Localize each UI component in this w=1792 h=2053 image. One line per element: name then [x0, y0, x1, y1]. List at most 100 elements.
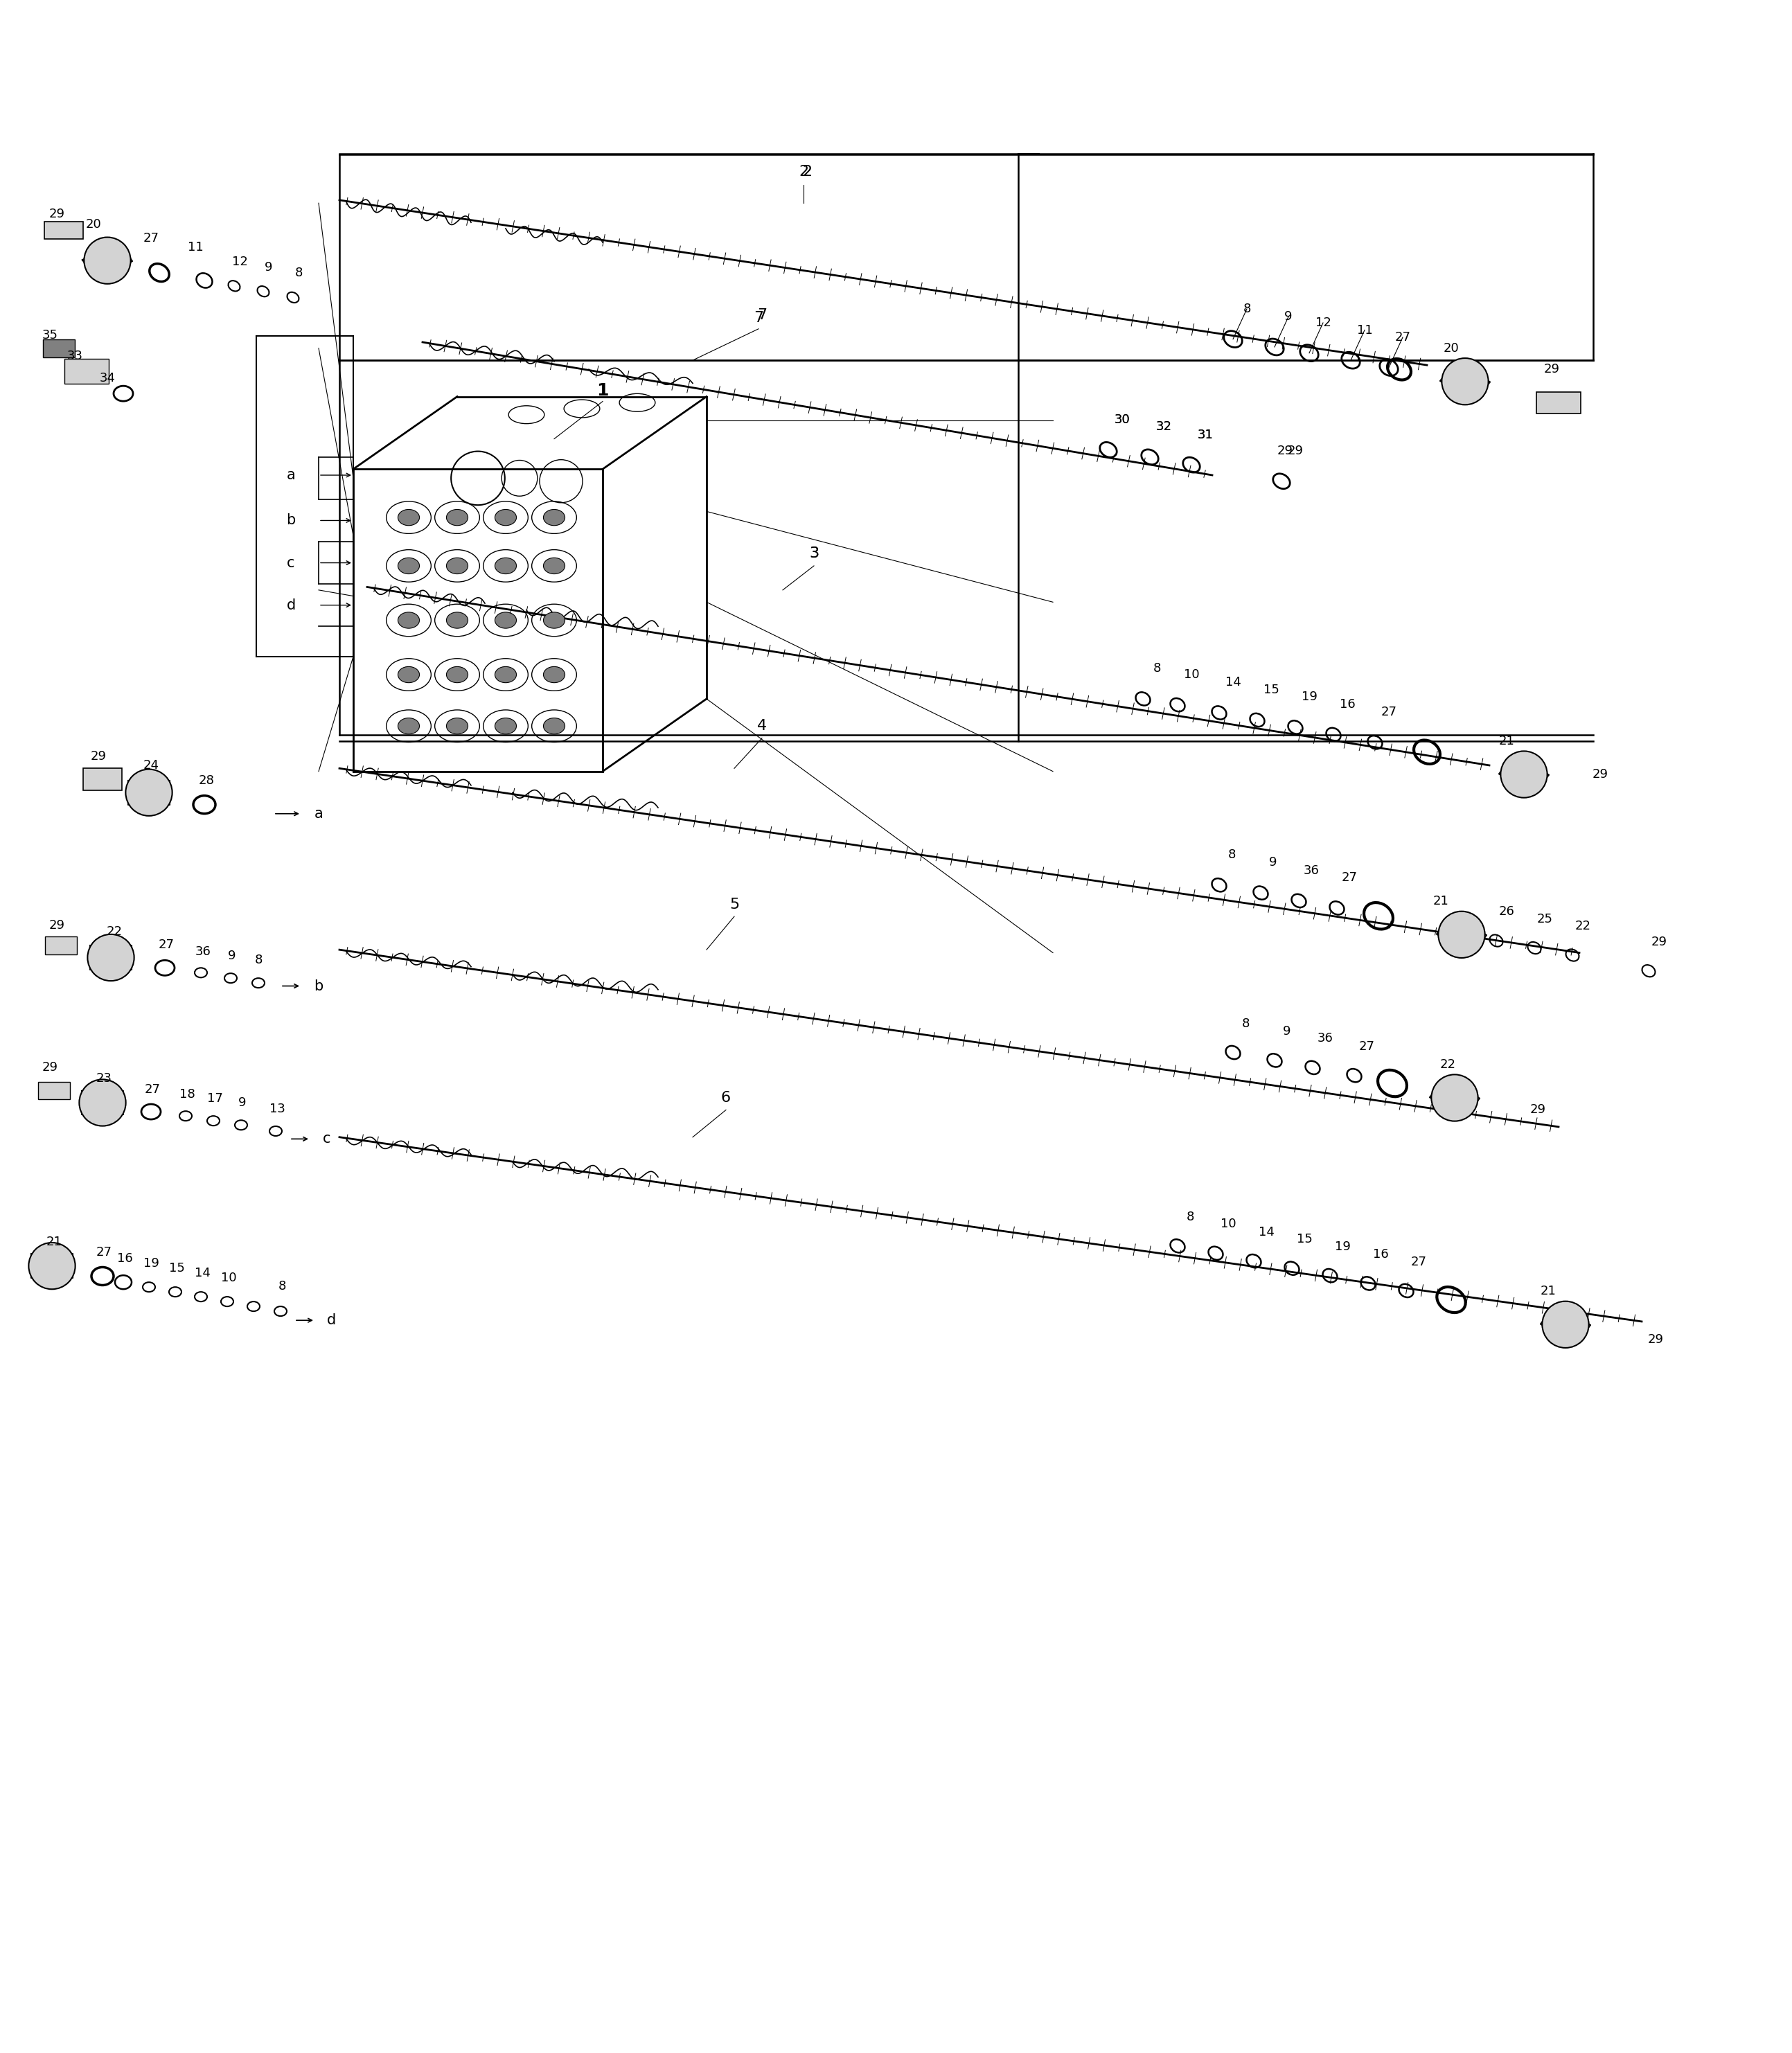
Bar: [43, 339, 75, 357]
Text: 18: 18: [179, 1088, 195, 1100]
Text: 27: 27: [1382, 706, 1396, 719]
Ellipse shape: [446, 667, 468, 684]
Text: 9: 9: [228, 951, 237, 963]
Text: 8: 8: [294, 267, 303, 279]
Text: 29: 29: [1650, 936, 1667, 948]
Text: 29: 29: [1278, 446, 1292, 458]
Text: 19: 19: [1301, 690, 1317, 704]
Text: a: a: [287, 468, 296, 482]
Bar: [45, 222, 84, 240]
Text: 9: 9: [265, 261, 272, 273]
Text: 8: 8: [1228, 848, 1235, 860]
Text: d: d: [287, 597, 296, 612]
Text: 2: 2: [799, 164, 808, 179]
Ellipse shape: [446, 558, 468, 575]
Text: 24: 24: [143, 760, 159, 772]
Text: 36: 36: [1317, 1033, 1333, 1045]
Text: 16: 16: [116, 1252, 133, 1265]
Text: 10: 10: [1220, 1217, 1236, 1230]
Text: 12: 12: [231, 255, 247, 269]
Text: 28: 28: [199, 774, 215, 786]
Text: 15: 15: [168, 1263, 185, 1275]
Ellipse shape: [446, 509, 468, 526]
Text: 26: 26: [1498, 905, 1514, 918]
Ellipse shape: [495, 612, 516, 628]
Text: b: b: [314, 979, 323, 994]
Text: 6: 6: [720, 1090, 731, 1105]
Text: 22: 22: [106, 926, 122, 938]
Text: 14: 14: [1258, 1226, 1274, 1238]
Text: 19: 19: [1335, 1240, 1351, 1252]
Text: 8: 8: [1186, 1211, 1193, 1224]
Ellipse shape: [398, 509, 419, 526]
Ellipse shape: [495, 509, 516, 526]
Text: 31: 31: [1197, 429, 1213, 441]
Text: 8: 8: [254, 955, 262, 967]
Ellipse shape: [543, 509, 564, 526]
Bar: [38, 1082, 70, 1100]
Text: 10: 10: [220, 1271, 237, 1285]
Text: 29: 29: [48, 207, 65, 220]
Circle shape: [79, 1080, 125, 1125]
Bar: [65, 359, 109, 384]
Text: 36: 36: [1303, 864, 1319, 877]
Text: 3: 3: [808, 546, 819, 560]
Ellipse shape: [543, 612, 564, 628]
Text: 8: 8: [1244, 302, 1251, 316]
Text: 21: 21: [1498, 735, 1514, 747]
Text: 29: 29: [48, 920, 65, 932]
Ellipse shape: [543, 558, 564, 575]
Text: 29: 29: [1530, 1105, 1546, 1117]
Circle shape: [125, 770, 172, 815]
Text: 16: 16: [1339, 698, 1355, 710]
Text: 14: 14: [194, 1267, 210, 1279]
Text: 1: 1: [597, 382, 609, 398]
Text: 36: 36: [195, 944, 211, 959]
Text: 34: 34: [99, 372, 115, 384]
Text: 15: 15: [1296, 1234, 1312, 1246]
Text: 30: 30: [1115, 413, 1131, 425]
Circle shape: [29, 1242, 75, 1289]
Circle shape: [1500, 751, 1546, 799]
Text: 3: 3: [808, 546, 819, 560]
Text: 11: 11: [1357, 324, 1373, 337]
Circle shape: [1432, 1074, 1478, 1121]
Ellipse shape: [543, 719, 564, 735]
Text: 21: 21: [1434, 895, 1448, 907]
Text: 29: 29: [41, 1061, 57, 1074]
Text: b: b: [287, 513, 296, 528]
Text: 14: 14: [1226, 675, 1240, 688]
Text: 2: 2: [803, 164, 812, 179]
Text: d: d: [326, 1314, 335, 1326]
Text: 27: 27: [1410, 1256, 1426, 1269]
Text: 9: 9: [1283, 1024, 1290, 1037]
Text: 16: 16: [1373, 1248, 1389, 1261]
Bar: [45, 936, 77, 955]
Text: 30: 30: [1115, 413, 1131, 425]
Text: 11: 11: [188, 240, 202, 253]
Circle shape: [1439, 912, 1486, 959]
Text: 7: 7: [756, 308, 767, 322]
Text: c: c: [287, 556, 296, 571]
Text: 27: 27: [1342, 873, 1357, 885]
Circle shape: [1543, 1302, 1590, 1349]
Bar: [1536, 392, 1581, 413]
Text: a: a: [314, 807, 323, 821]
Text: 10: 10: [1183, 669, 1199, 682]
Text: 12: 12: [1315, 316, 1331, 328]
Text: 27: 27: [143, 232, 159, 244]
Text: 29: 29: [1591, 768, 1607, 780]
Ellipse shape: [398, 719, 419, 735]
Ellipse shape: [495, 667, 516, 684]
Text: 21: 21: [1541, 1285, 1555, 1297]
Circle shape: [84, 238, 131, 283]
Text: 20: 20: [86, 218, 102, 230]
Text: 8: 8: [278, 1281, 287, 1293]
Ellipse shape: [495, 719, 516, 735]
Text: 32: 32: [1156, 421, 1172, 433]
Text: 33: 33: [66, 349, 82, 361]
Text: 31: 31: [1197, 429, 1213, 441]
Text: 27: 27: [97, 1246, 111, 1258]
Ellipse shape: [446, 612, 468, 628]
Text: 8: 8: [1152, 663, 1161, 675]
